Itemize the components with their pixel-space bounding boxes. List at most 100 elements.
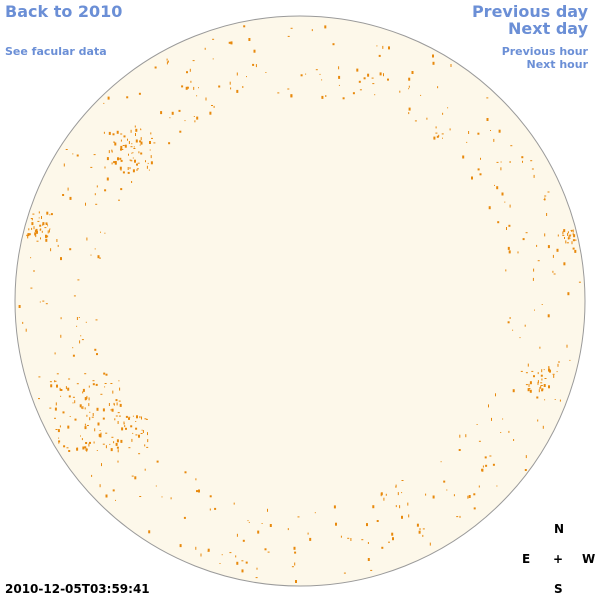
facula-speck (256, 567, 258, 570)
facula-speck (130, 146, 133, 148)
facula-speck (491, 417, 492, 421)
back-to-year-link[interactable]: Back to 2010 (5, 2, 123, 21)
facula-speck (45, 238, 48, 242)
facula-speck (137, 162, 140, 164)
facula-speck (84, 426, 87, 430)
facula-speck (104, 189, 107, 192)
facula-speck (468, 495, 471, 498)
facula-speck (287, 35, 290, 37)
facula-speck (37, 220, 40, 222)
facula-speck (118, 415, 121, 417)
facula-speck (321, 79, 323, 81)
previous-day-link[interactable]: Previous day (471, 2, 588, 21)
facula-speck (307, 532, 309, 535)
facula-speck (118, 380, 120, 382)
facula-speck (115, 415, 118, 417)
compass-west: W (582, 552, 596, 566)
facula-speck (138, 92, 141, 95)
facula-speck (513, 439, 515, 441)
facula-speck (572, 247, 575, 250)
facula-speck (133, 148, 136, 149)
facula-speck (150, 161, 153, 165)
facula-speck (572, 229, 574, 233)
facula-speck (325, 95, 327, 97)
facula-speck (128, 153, 129, 156)
facula-speck (442, 137, 443, 139)
facula-speck (149, 149, 151, 151)
facula-speck (242, 539, 245, 542)
facula-speck (74, 400, 76, 404)
facula-speck (179, 130, 182, 133)
facula-speck (57, 244, 59, 247)
facula-speck (36, 240, 39, 242)
facula-speck (99, 435, 102, 438)
facula-speck (125, 415, 128, 418)
next-hour-link[interactable]: Next hour (526, 58, 589, 71)
facula-speck (527, 388, 530, 392)
facula-speck (179, 544, 182, 548)
facula-speck (56, 384, 58, 388)
facula-speck (128, 417, 130, 420)
facula-speck (84, 373, 87, 375)
facula-speck (115, 499, 116, 501)
facula-speck (55, 429, 58, 430)
facula-speck (416, 523, 419, 527)
facula-speck (41, 216, 42, 219)
facula-speck (486, 97, 489, 99)
facula-speck (212, 38, 215, 40)
facula-speck (68, 378, 71, 380)
previous-hour-link[interactable]: Previous hour (501, 45, 588, 58)
facula-speck (267, 508, 268, 512)
facula-speck (498, 129, 501, 133)
facula-speck (120, 188, 123, 191)
facula-speck (49, 381, 52, 383)
facula-speck (93, 441, 95, 444)
facula-speck (524, 324, 526, 327)
facula-speck (76, 154, 79, 157)
facula-speck (537, 419, 539, 422)
facula-speck (557, 363, 559, 367)
facula-speck (372, 83, 375, 85)
facula-speck (419, 528, 421, 531)
facula-speck (401, 480, 404, 481)
facula-speck (432, 54, 434, 58)
next-day-link[interactable]: Next day (508, 19, 588, 38)
facula-speck (408, 88, 410, 90)
facula-speck (536, 396, 539, 399)
facula-speck (120, 145, 123, 149)
facula-speck (28, 228, 30, 231)
facula-speck (570, 230, 573, 231)
facula-speck (136, 168, 139, 170)
facula-speck (96, 353, 98, 356)
facula-speck (166, 58, 168, 61)
facula-speck (68, 395, 71, 398)
facula-speck (544, 399, 546, 401)
facula-speck (147, 432, 148, 436)
facula-speck (422, 528, 425, 530)
facula-speck (118, 400, 121, 402)
facula-speck (549, 369, 551, 373)
facula-speck (530, 160, 533, 162)
facula-speck (500, 432, 502, 433)
facula-speck (247, 520, 249, 522)
facula-speck (189, 68, 191, 72)
facula-speck (533, 375, 535, 378)
facula-speck (387, 78, 389, 81)
facula-speck (140, 141, 143, 145)
facula-speck (119, 403, 122, 407)
facula-speck (86, 425, 89, 426)
facula-speck (395, 484, 397, 488)
facula-speck (509, 317, 511, 319)
facula-speck (426, 117, 428, 120)
facula-speck (399, 90, 401, 93)
facula-speck (119, 387, 121, 391)
facula-speck (65, 149, 68, 150)
facula-speck (418, 530, 421, 534)
facula-speck (505, 269, 507, 272)
facula-speck (198, 489, 200, 493)
facula-speck (193, 116, 195, 117)
facula-speck (127, 171, 130, 174)
facular-data-link[interactable]: See facular data (5, 45, 107, 58)
facula-speck (380, 492, 383, 496)
facula-speck (140, 433, 143, 434)
